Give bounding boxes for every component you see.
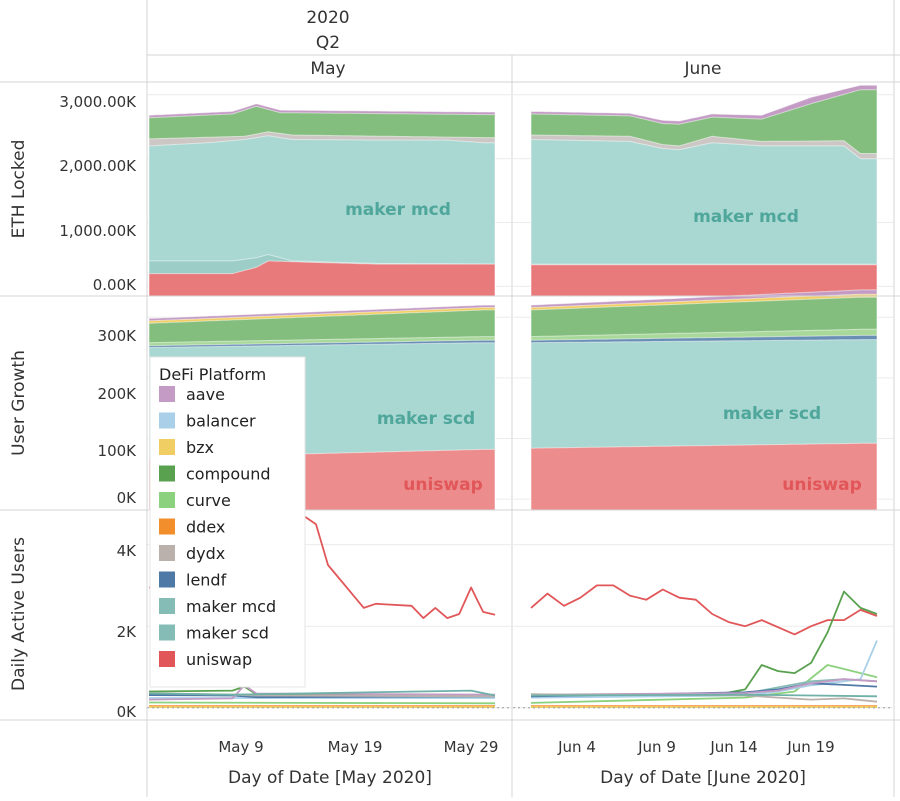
y-tick-dau-2: 4K — [117, 542, 138, 560]
y-axis-title-eth: ETH Locked — [9, 140, 29, 239]
x-tick-may-19: May 19 — [328, 738, 383, 756]
legend-swatch-bzx — [159, 439, 175, 455]
line-dau-june-aave — [530, 678, 878, 696]
legend-label-compound: compound — [186, 465, 271, 484]
line-dau-may-curve — [148, 701, 496, 705]
legend-label-lendf: lendf — [186, 571, 227, 590]
label-maker-mcd-may: maker mcd — [345, 200, 451, 220]
header-month-may: May — [310, 59, 345, 79]
label-maker-scd-may: maker scd — [377, 409, 475, 429]
line-dau-june-uniswap — [530, 584, 878, 636]
area-users-june-uniswap — [530, 442, 878, 511]
line-dau-june-balancer — [530, 640, 878, 699]
area-eth-may-uniswap — [148, 260, 496, 297]
legend-title: DeFi Platform — [159, 365, 266, 384]
area-eth-may-maker-mcd — [148, 135, 496, 297]
x-tick-jun-14: Jun 14 — [709, 738, 757, 756]
y-ticks-users: 0K 100K 200K 300K — [98, 327, 138, 507]
legend-label-maker-scd: maker scd — [186, 624, 269, 643]
area-eth-june-uniswap — [530, 264, 878, 297]
legend-label-uniswap: uniswap — [186, 650, 252, 669]
y-tick-users-2: 200K — [98, 385, 138, 403]
x-axis-title-may: Day of Date [May 2020] — [228, 768, 432, 788]
y-ticks-eth: 0.00K 1,000.00K 2,000.00K 3,000.00K — [59, 93, 137, 294]
legend-swatch-lendf — [159, 571, 175, 588]
legend-swatch-ddex — [159, 518, 175, 535]
legend-swatch-compound — [159, 465, 175, 482]
label-maker-mcd-june: maker mcd — [693, 207, 799, 227]
label-uniswap-june: uniswap — [782, 475, 862, 495]
legend-label-balancer: balancer — [186, 412, 256, 431]
y-tick-eth-2: 2,000.00K — [59, 157, 137, 175]
line-dau-may-maker-scd — [148, 689, 496, 697]
label-maker-scd-june: maker scd — [723, 404, 821, 424]
header-quarter: Q2 — [316, 33, 340, 53]
y-tick-dau-1: 2K — [117, 623, 138, 641]
y-tick-eth-0: 0.00K — [93, 276, 137, 294]
legend-label-curve: curve — [186, 491, 231, 510]
header-month-june: June — [683, 59, 721, 79]
legend-swatch-maker-mcd — [159, 598, 175, 614]
x-tick-may-9: May 9 — [218, 738, 263, 756]
legend-swatch-uniswap — [159, 651, 175, 667]
y-ticks-dau: 0K 2K 4K — [117, 542, 138, 721]
header-year: 2020 — [306, 8, 349, 28]
legend-swatch-aave — [159, 386, 175, 402]
y-axis-title-dau: Daily Active Users — [9, 537, 29, 691]
legend-background — [149, 356, 306, 688]
y-tick-eth-1: 1,000.00K — [59, 222, 137, 240]
y-tick-users-0: 0K — [117, 489, 138, 507]
x-tick-jun-19: Jun 19 — [786, 738, 834, 756]
legend-label-dydx: dydx — [186, 544, 225, 563]
legend-label-maker-mcd: maker mcd — [186, 597, 276, 616]
y-axis-title-users: User Growth — [9, 350, 29, 456]
y-tick-eth-3: 3,000.00K — [59, 93, 137, 111]
legend-label-ddex: ddex — [186, 518, 225, 537]
legend-swatch-maker-scd — [159, 624, 175, 641]
legend: DeFi Platform aave balancer bzx compound cur… — [149, 356, 306, 688]
area-eth-june-maker-mcd — [530, 138, 878, 297]
x-tick-jun-9: Jun 9 — [637, 738, 676, 756]
y-tick-dau-0: 0K — [117, 703, 138, 721]
x-axis-title-june: Day of Date [June 2020] — [600, 768, 806, 788]
x-tick-jun-4: Jun 4 — [557, 738, 596, 756]
line-dau-june-maker-scd — [530, 693, 878, 698]
legend-label-aave: aave — [186, 385, 225, 404]
legend-swatch-dydx — [159, 545, 175, 561]
label-uniswap-may: uniswap — [403, 475, 483, 495]
legend-swatch-balancer — [159, 412, 175, 429]
legend-label-bzx: bzx — [186, 438, 214, 457]
x-tick-may-29: May 29 — [444, 738, 499, 756]
y-tick-users-3: 300K — [98, 327, 138, 345]
legend-swatch-curve — [159, 492, 175, 508]
y-tick-users-1: 100K — [98, 442, 138, 460]
line-dau-june-curve — [530, 664, 878, 704]
legend-items: aave balancer bzx compound curve ddex dydx lend… — [159, 385, 276, 669]
